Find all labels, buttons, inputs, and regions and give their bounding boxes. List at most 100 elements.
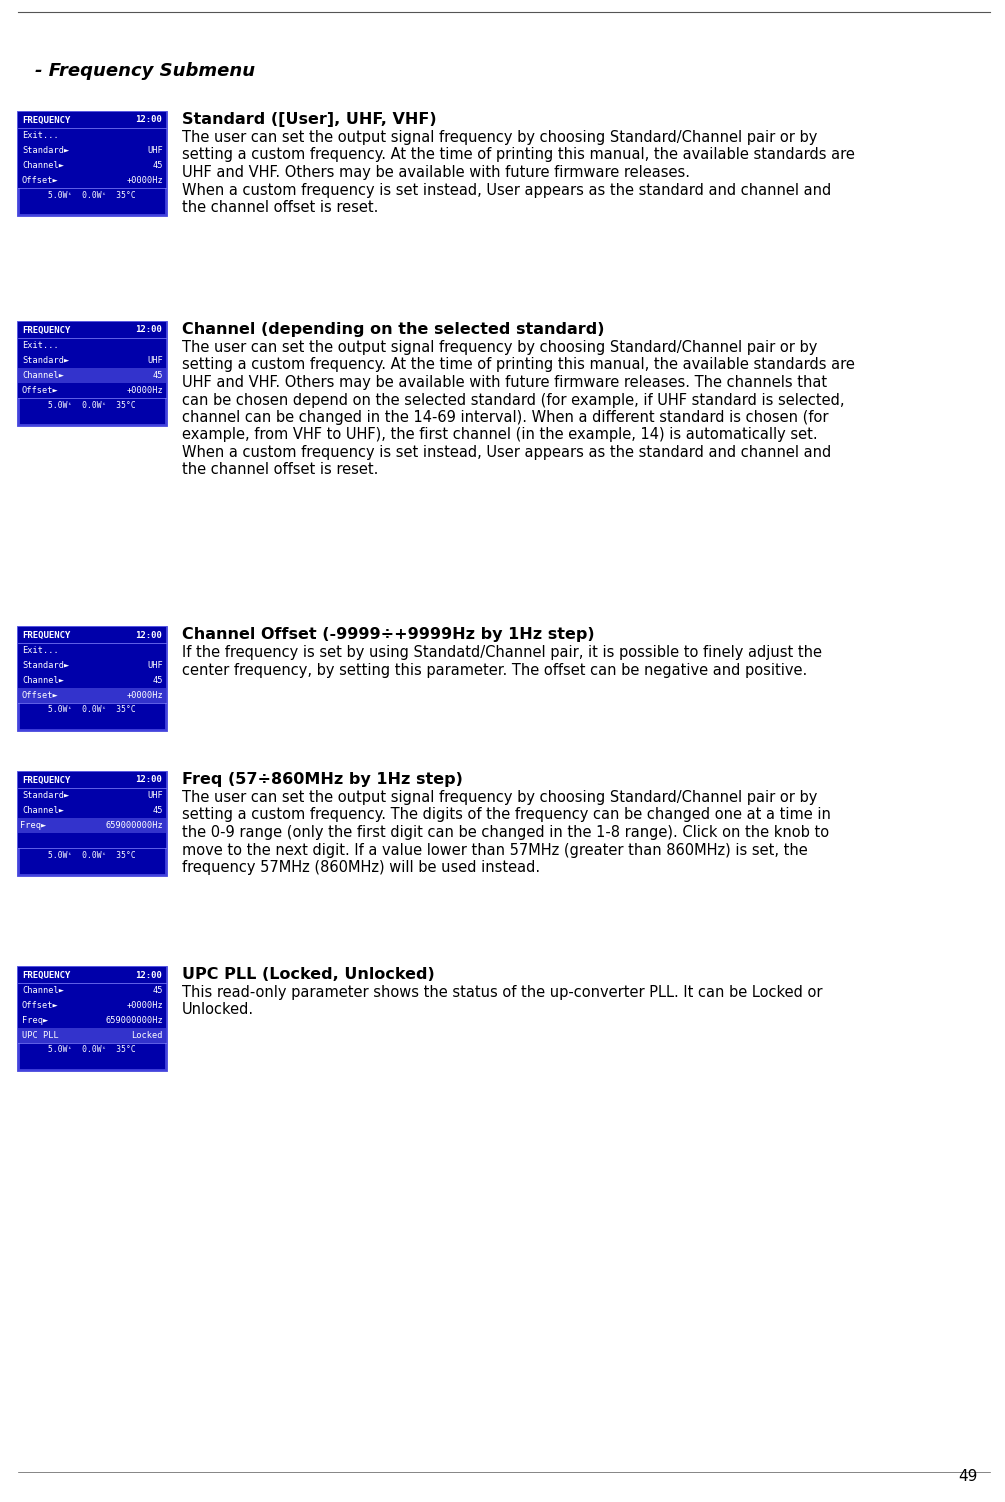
Text: Channel Offset (-9999÷+9999Hz by 1Hz step): Channel Offset (-9999÷+9999Hz by 1Hz ste… bbox=[182, 626, 595, 641]
Text: Unlocked.: Unlocked. bbox=[182, 1002, 254, 1017]
Text: UHF: UHF bbox=[148, 661, 163, 670]
Text: FREQUENCY: FREQUENCY bbox=[22, 326, 70, 335]
Text: channel can be changed in the 14-69 interval). When a different standard is chos: channel can be changed in the 14-69 inte… bbox=[182, 410, 828, 425]
Text: Offset►: Offset► bbox=[22, 691, 58, 700]
FancyBboxPatch shape bbox=[18, 982, 166, 997]
FancyBboxPatch shape bbox=[18, 143, 166, 158]
Text: +0000Hz: +0000Hz bbox=[127, 386, 163, 395]
FancyBboxPatch shape bbox=[18, 688, 166, 703]
FancyBboxPatch shape bbox=[18, 158, 166, 173]
Text: The user can set the output signal frequency by choosing Standard/Channel pair o: The user can set the output signal frequ… bbox=[182, 339, 817, 354]
Text: UHF: UHF bbox=[148, 792, 163, 801]
Text: Exit...: Exit... bbox=[22, 341, 58, 350]
Text: UHF: UHF bbox=[148, 356, 163, 365]
Text: 12:00: 12:00 bbox=[135, 326, 162, 335]
Text: FREQUENCY: FREQUENCY bbox=[22, 775, 70, 784]
FancyBboxPatch shape bbox=[18, 819, 166, 834]
Text: When a custom frequency is set instead, User appears as the standard and channel: When a custom frequency is set instead, … bbox=[182, 183, 831, 197]
Text: UPC PLL (Locked, Unlocked): UPC PLL (Locked, Unlocked) bbox=[182, 967, 435, 982]
Text: 5.0Wⁱ  0.0Wⁱ  35°C: 5.0Wⁱ 0.0Wⁱ 35°C bbox=[48, 401, 136, 410]
FancyBboxPatch shape bbox=[18, 173, 166, 188]
Text: 5.0Wⁱ  0.0Wⁱ  35°C: 5.0Wⁱ 0.0Wⁱ 35°C bbox=[48, 191, 136, 200]
FancyBboxPatch shape bbox=[18, 834, 166, 849]
Text: The user can set the output signal frequency by choosing Standard/Channel pair o: The user can set the output signal frequ… bbox=[182, 790, 817, 805]
Text: can be chosen depend on the selected standard (for example, if UHF standard is s: can be chosen depend on the selected sta… bbox=[182, 392, 844, 407]
Text: FREQUENCY: FREQUENCY bbox=[22, 631, 70, 640]
Text: Channel►: Channel► bbox=[22, 676, 64, 685]
Text: Channel►: Channel► bbox=[22, 807, 64, 816]
FancyBboxPatch shape bbox=[18, 383, 166, 398]
Text: +0000Hz: +0000Hz bbox=[127, 176, 163, 185]
Text: Freq►: Freq► bbox=[20, 822, 46, 831]
Text: Exit...: Exit... bbox=[22, 646, 58, 655]
Text: If the frequency is set by using Standatd/Channel pair, it is possible to finely: If the frequency is set by using Standat… bbox=[182, 644, 822, 659]
FancyBboxPatch shape bbox=[18, 626, 166, 643]
Text: the channel offset is reset.: the channel offset is reset. bbox=[182, 200, 378, 215]
FancyBboxPatch shape bbox=[18, 658, 166, 673]
Text: Channel (depending on the selected standard): Channel (depending on the selected stand… bbox=[182, 321, 604, 336]
Text: Locked: Locked bbox=[132, 1030, 163, 1039]
Text: FREQUENCY: FREQUENCY bbox=[22, 970, 70, 979]
Text: 659000000Hz: 659000000Hz bbox=[106, 1015, 163, 1024]
Text: FREQUENCY: FREQUENCY bbox=[22, 116, 70, 125]
Text: Standard ([User], UHF, VHF): Standard ([User], UHF, VHF) bbox=[182, 113, 436, 128]
FancyBboxPatch shape bbox=[18, 804, 166, 819]
FancyBboxPatch shape bbox=[18, 626, 166, 730]
Text: Standard►: Standard► bbox=[22, 146, 69, 155]
Text: UHF: UHF bbox=[148, 146, 163, 155]
Text: move to the next digit. If a value lower than 57MHz (greater than 860MHz) is set: move to the next digit. If a value lower… bbox=[182, 843, 808, 858]
Text: 45: 45 bbox=[153, 807, 163, 816]
FancyBboxPatch shape bbox=[18, 113, 166, 215]
Text: 659000000Hz: 659000000Hz bbox=[106, 822, 163, 831]
FancyBboxPatch shape bbox=[18, 967, 166, 1069]
FancyBboxPatch shape bbox=[18, 321, 166, 338]
FancyBboxPatch shape bbox=[18, 128, 166, 143]
Text: UHF and VHF. Others may be available with future firmware releases. The channels: UHF and VHF. Others may be available wit… bbox=[182, 376, 827, 391]
Text: 5.0Wⁱ  0.0Wⁱ  35°C: 5.0Wⁱ 0.0Wⁱ 35°C bbox=[48, 850, 136, 859]
Text: 12:00: 12:00 bbox=[135, 631, 162, 640]
Text: Offset►: Offset► bbox=[22, 176, 58, 185]
Text: The user can set the output signal frequency by choosing Standard/Channel pair o: The user can set the output signal frequ… bbox=[182, 131, 817, 146]
FancyBboxPatch shape bbox=[18, 772, 166, 789]
Text: 45: 45 bbox=[153, 161, 163, 170]
Text: Standard►: Standard► bbox=[22, 356, 69, 365]
Text: 45: 45 bbox=[153, 985, 163, 994]
FancyBboxPatch shape bbox=[18, 1027, 166, 1042]
FancyBboxPatch shape bbox=[18, 772, 166, 876]
Text: 12:00: 12:00 bbox=[135, 970, 162, 979]
Text: +0000Hz: +0000Hz bbox=[127, 691, 163, 700]
Text: example, from VHF to UHF), the first channel (in the example, 14) is automatical: example, from VHF to UHF), the first cha… bbox=[182, 428, 818, 443]
FancyBboxPatch shape bbox=[18, 353, 166, 368]
Text: Offset►: Offset► bbox=[22, 386, 58, 395]
Text: Channel►: Channel► bbox=[22, 161, 64, 170]
Text: 45: 45 bbox=[153, 371, 163, 380]
Text: UHF and VHF. Others may be available with future firmware releases.: UHF and VHF. Others may be available wit… bbox=[182, 165, 690, 180]
FancyBboxPatch shape bbox=[18, 997, 166, 1012]
FancyBboxPatch shape bbox=[18, 1012, 166, 1027]
Text: Offset►: Offset► bbox=[22, 1000, 58, 1009]
Text: the channel offset is reset.: the channel offset is reset. bbox=[182, 463, 378, 478]
Text: 12:00: 12:00 bbox=[135, 775, 162, 784]
FancyBboxPatch shape bbox=[18, 321, 166, 425]
FancyBboxPatch shape bbox=[18, 967, 166, 982]
FancyBboxPatch shape bbox=[18, 643, 166, 658]
Text: setting a custom frequency. The digits of the frequency can be changed one at a : setting a custom frequency. The digits o… bbox=[182, 808, 831, 823]
Text: the 0-9 range (only the first digit can be changed in the 1-8 range). Click on t: the 0-9 range (only the first digit can … bbox=[182, 825, 829, 840]
Text: 5.0Wⁱ  0.0Wⁱ  35°C: 5.0Wⁱ 0.0Wⁱ 35°C bbox=[48, 1045, 136, 1054]
FancyBboxPatch shape bbox=[18, 338, 166, 353]
Text: Freq►: Freq► bbox=[22, 1015, 48, 1024]
Text: +0000Hz: +0000Hz bbox=[127, 1000, 163, 1009]
Text: Channel►: Channel► bbox=[22, 985, 64, 994]
Text: 12:00: 12:00 bbox=[135, 116, 162, 125]
Text: center frequency, by setting this parameter. The offset can be negative and posi: center frequency, by setting this parame… bbox=[182, 662, 807, 677]
Text: - Frequency Submenu: - Frequency Submenu bbox=[35, 62, 255, 80]
Text: setting a custom frequency. At the time of printing this manual, the available s: setting a custom frequency. At the time … bbox=[182, 357, 855, 372]
Text: 5.0Wⁱ  0.0Wⁱ  35°C: 5.0Wⁱ 0.0Wⁱ 35°C bbox=[48, 706, 136, 715]
Text: 45: 45 bbox=[153, 676, 163, 685]
Text: This read-only parameter shows the status of the up-converter PLL. It can be Loc: This read-only parameter shows the statu… bbox=[182, 985, 822, 1000]
Text: Standard►: Standard► bbox=[22, 661, 69, 670]
FancyBboxPatch shape bbox=[18, 368, 166, 383]
Text: When a custom frequency is set instead, User appears as the standard and channel: When a custom frequency is set instead, … bbox=[182, 445, 831, 460]
Text: frequency 57MHz (860MHz) will be used instead.: frequency 57MHz (860MHz) will be used in… bbox=[182, 861, 540, 876]
FancyBboxPatch shape bbox=[18, 789, 166, 804]
